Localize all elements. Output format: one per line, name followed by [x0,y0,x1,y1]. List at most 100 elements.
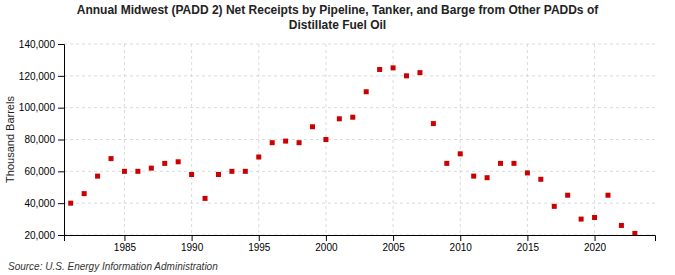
title: Annual Midwest (PADD 2) Net Receipts by … [77,3,599,32]
y-tick-mark [58,44,64,45]
y-axis: 20,000 40,000 60,000 80,000 100,000 120,000 14… [19,39,65,241]
point [391,65,396,70]
title-line: Distillate Fuel Oil [289,18,386,32]
point [122,169,127,174]
x-tick-mark [393,235,394,241]
x-tick-label: 1995 [248,242,271,253]
y-tick: 100,000 [19,102,64,113]
x-tick: 2015 [517,235,540,253]
x-tick-label: 1985 [114,242,137,253]
point [337,116,342,121]
y-tick-label: 140,000 [19,39,56,50]
y-tick-label: 120,000 [19,71,56,82]
y-tick-mark [58,235,64,236]
x-tick-label: 2000 [315,242,338,253]
point [297,140,302,145]
y-tick-label: 60,000 [24,166,55,177]
point [431,121,436,126]
y-tick: 60,000 [24,166,64,177]
x-tick: 2020 [584,235,607,253]
point [538,177,543,182]
point [109,156,114,161]
point [364,89,369,94]
grid-line-x [527,44,528,235]
point [525,170,530,175]
y-axis-title: Thousand Barrels [4,96,16,183]
y-tick-mark [58,140,64,141]
point [605,193,610,198]
point [149,166,154,171]
x-tick-label: 1990 [181,242,204,253]
point [310,124,315,129]
point [95,174,100,179]
x-tick-mark [595,235,596,241]
point [135,169,140,174]
grid-line-y [64,44,655,45]
x-tick: 1985 [114,235,137,253]
y-tick-label: 40,000 [24,198,55,209]
point [68,201,73,206]
x-axis: 1985 1990 1995 2000 2005 2010 2015 2020 [65,235,656,253]
point [283,139,288,144]
grid-line-y [64,75,655,76]
point [350,115,355,120]
point [458,151,463,156]
point [485,175,490,180]
y-tick: 80,000 [24,134,64,145]
x-tick-mark [326,235,327,241]
y-tick: 20,000 [24,230,64,241]
point [162,161,167,166]
y-tick-label: 20,000 [24,230,55,241]
x-tick-mark [124,235,125,241]
point [592,215,597,220]
point [82,191,87,196]
point [417,70,422,75]
x-tick-mark [527,235,528,241]
point [632,231,637,235]
chart-container: Annual Midwest (PADD 2) Net Receipts by … [0,0,675,275]
x-tick: 1990 [181,235,204,253]
grid [64,44,655,235]
y-axis-line [58,45,65,236]
chart-svg: Annual Midwest (PADD 2) Net Receipts by … [0,0,675,275]
point [444,161,449,166]
points [68,65,637,235]
grid-line-y [64,139,655,140]
x-tick: 1995 [248,235,271,253]
x-tick: 2000 [315,235,338,253]
point [552,204,557,209]
point [619,223,624,228]
point [256,155,261,160]
grid-line-x [191,44,192,235]
point [565,193,570,198]
y-tick-mark [58,171,64,172]
point [243,169,248,174]
point [270,140,275,145]
x-tick-mark [259,235,260,241]
point [579,217,584,222]
grid-line-x [594,44,595,235]
x-tick: 2005 [382,235,405,253]
grid-line-x [258,44,259,235]
x-tick-label: 2005 [382,242,405,253]
x-tick: 2010 [450,235,473,253]
point [189,172,194,177]
point [216,172,221,177]
grid-line-x [124,44,125,235]
x-tick-label: 2015 [517,242,540,253]
point [377,67,382,72]
y-tick-label: 100,000 [19,102,56,113]
x-tick-mark [460,235,461,241]
y-tick: 140,000 [19,39,64,50]
point [229,169,234,174]
point [323,137,328,142]
point [176,159,181,164]
point [203,196,208,201]
x-tick-mark [192,235,193,241]
point [471,174,476,179]
y-tick-mark [58,76,64,77]
point [511,161,516,166]
title-line: Annual Midwest (PADD 2) Net Receipts by … [77,3,599,17]
y-tick-mark [58,108,64,109]
point [404,73,409,78]
